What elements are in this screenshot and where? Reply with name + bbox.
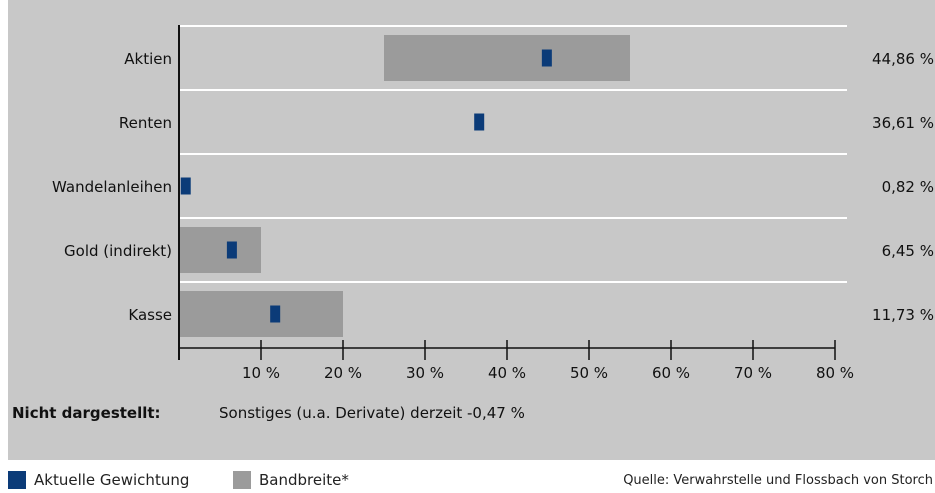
legend-label-band: Bandbreite* xyxy=(259,471,349,489)
x-tick-label-0: 10 % xyxy=(242,364,280,382)
x-tick-label-5: 60 % xyxy=(652,364,690,382)
category-label-2: Wandelanleihen xyxy=(52,178,172,196)
not-shown-note: Nicht dargestellt: Sonstiges (u.a. Deriva… xyxy=(12,404,525,422)
value-label-3: 6,45 % xyxy=(882,242,934,260)
weight-marker-1 xyxy=(474,113,485,131)
x-tick-label-2: 30 % xyxy=(406,364,444,382)
value-label-2: 0,82 % xyxy=(882,178,934,196)
category-label-1: Renten xyxy=(119,114,172,132)
x-tick-label-4: 50 % xyxy=(570,364,608,382)
weight-marker-2 xyxy=(180,177,191,195)
legend-item-band: Bandbreite* xyxy=(233,471,349,489)
band-bar-3 xyxy=(179,227,261,273)
legend-item-current: Aktuelle Gewichtung xyxy=(8,471,189,489)
category-label-4: Kasse xyxy=(128,306,172,324)
source-note: Quelle: Verwahrstelle und Flossbach von … xyxy=(623,473,933,488)
chart-footer: Aktuelle Gewichtung Bandbreite* Quelle: … xyxy=(8,468,935,493)
category-label-0: Aktien xyxy=(124,50,172,68)
legend-label-current: Aktuelle Gewichtung xyxy=(34,471,190,489)
legend-swatch-current xyxy=(8,471,26,489)
not-shown-text: Sonstiges (u.a. Derivate) derzeit -0,47 … xyxy=(219,404,525,422)
band-bar-0 xyxy=(384,35,630,81)
band-bar-4 xyxy=(179,291,343,337)
not-shown-label: Nicht dargestellt: xyxy=(12,404,161,422)
value-label-1: 36,61 % xyxy=(872,114,934,132)
category-label-3: Gold (indirekt) xyxy=(64,242,172,260)
x-tick-label-3: 40 % xyxy=(488,364,526,382)
x-tick-label-7: 80 % xyxy=(816,364,854,382)
value-label-4: 11,73 % xyxy=(872,306,934,324)
value-label-0: 44,86 % xyxy=(872,50,934,68)
x-tick-label-1: 20 % xyxy=(324,364,362,382)
weight-marker-0 xyxy=(541,49,552,67)
legend-swatch-band xyxy=(233,471,251,489)
weight-marker-4 xyxy=(270,305,281,323)
weight-marker-3 xyxy=(226,241,237,259)
x-tick-label-6: 70 % xyxy=(734,364,772,382)
